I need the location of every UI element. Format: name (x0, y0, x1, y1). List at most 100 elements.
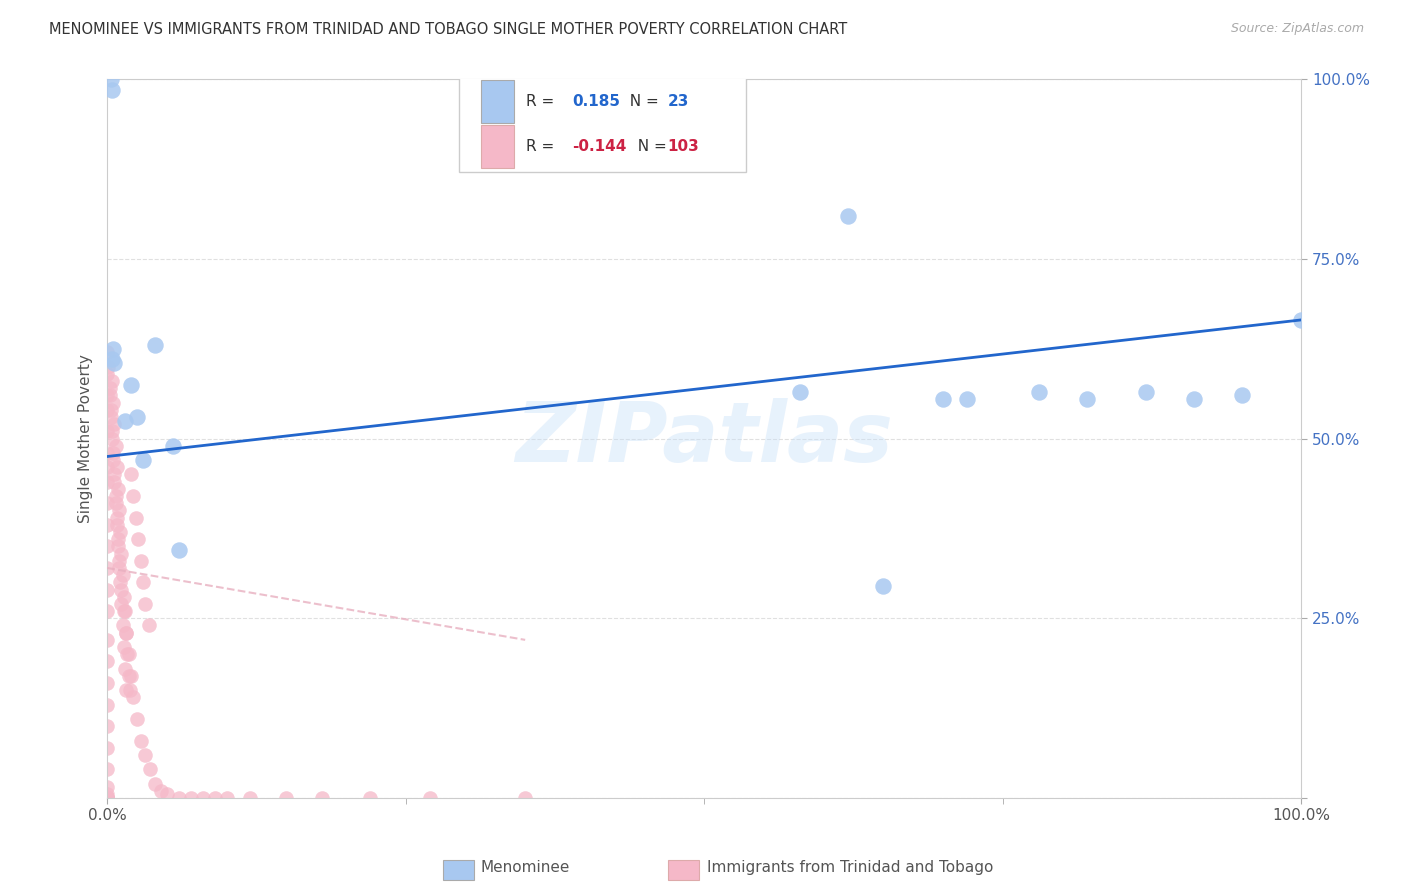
Point (103, 417, 125, 431)
Point (132, 575, 155, 590)
Point (191, 791, 214, 805)
Text: N =: N = (628, 139, 672, 154)
Point (110, 597, 132, 611)
Point (96, 540, 118, 554)
FancyBboxPatch shape (460, 64, 747, 172)
Point (108, 561, 131, 575)
Point (96, 788, 118, 802)
Point (96, 582, 118, 597)
Point (215, 791, 238, 805)
Point (96, 561, 118, 575)
Point (110, 524, 132, 539)
Point (122, 690, 145, 705)
Point (1230, 388, 1253, 402)
Point (96, 698, 118, 712)
Point (129, 554, 152, 568)
Point (122, 489, 145, 503)
Text: MENOMINEE VS IMMIGRANTS FROM TRINIDAD AND TOBAGO SINGLE MOTHER POVERTY CORRELATI: MENOMINEE VS IMMIGRANTS FROM TRINIDAD AN… (49, 22, 848, 37)
Point (96, 789, 118, 804)
Point (118, 669, 141, 683)
Point (120, 377, 142, 392)
Point (105, 517, 128, 532)
Point (96, 791, 118, 805)
Point (101, 352, 124, 367)
Point (105, 460, 128, 475)
Point (101, 453, 124, 467)
Text: 23: 23 (668, 95, 689, 109)
Point (103, 467, 125, 482)
Point (143, 777, 166, 791)
Point (204, 791, 226, 805)
Point (120, 467, 142, 482)
Text: 103: 103 (668, 139, 699, 154)
Point (96, 425, 118, 439)
Point (110, 582, 132, 597)
Point (156, 788, 179, 802)
Point (104, 489, 127, 503)
Point (125, 510, 148, 524)
Point (96, 446, 118, 460)
Point (97, 359, 120, 374)
FancyBboxPatch shape (481, 125, 515, 169)
Point (115, 683, 138, 698)
Point (96, 388, 118, 402)
Point (117, 647, 139, 661)
Point (111, 618, 134, 632)
Point (118, 647, 141, 661)
Point (101, 83, 124, 97)
Point (239, 791, 262, 805)
Point (96, 791, 118, 805)
Point (98, 388, 121, 402)
Point (127, 532, 149, 546)
Point (515, 791, 537, 805)
Point (103, 356, 125, 370)
Point (125, 409, 148, 424)
Point (96, 791, 118, 805)
Point (108, 554, 131, 568)
Point (101, 374, 124, 388)
Point (100, 409, 122, 424)
Text: R =: R = (526, 95, 560, 109)
Point (276, 791, 298, 805)
Text: Source: ZipAtlas.com: Source: ZipAtlas.com (1230, 22, 1364, 36)
Point (143, 338, 166, 352)
Point (98, 381, 121, 395)
Point (120, 669, 142, 683)
Point (104, 439, 127, 453)
Text: 0.185: 0.185 (572, 95, 620, 109)
Point (105, 510, 128, 524)
Point (129, 733, 152, 747)
Point (96, 496, 118, 510)
Point (104, 496, 127, 510)
Point (96, 517, 118, 532)
Point (96, 632, 118, 647)
Point (114, 662, 136, 676)
Point (167, 543, 190, 558)
Point (111, 568, 134, 582)
Text: Menominee: Menominee (481, 861, 571, 875)
Point (96, 780, 118, 795)
Point (101, 425, 124, 439)
Point (101, 395, 124, 409)
Point (101, 342, 124, 356)
Point (1135, 384, 1157, 399)
Point (107, 482, 129, 496)
Y-axis label: Single Mother Poverty: Single Mother Poverty (79, 354, 93, 523)
Point (96, 345, 118, 359)
Point (132, 453, 155, 467)
Point (956, 392, 979, 406)
Point (112, 604, 135, 618)
Point (96, 604, 118, 618)
Point (107, 532, 129, 546)
Point (359, 791, 381, 805)
Point (112, 640, 135, 654)
Point (138, 618, 160, 632)
Point (1076, 392, 1098, 406)
Point (103, 475, 125, 489)
Point (96, 791, 118, 805)
Point (101, 432, 124, 446)
Point (162, 439, 184, 453)
Point (101, 446, 124, 460)
Point (311, 791, 333, 805)
Point (837, 209, 859, 223)
